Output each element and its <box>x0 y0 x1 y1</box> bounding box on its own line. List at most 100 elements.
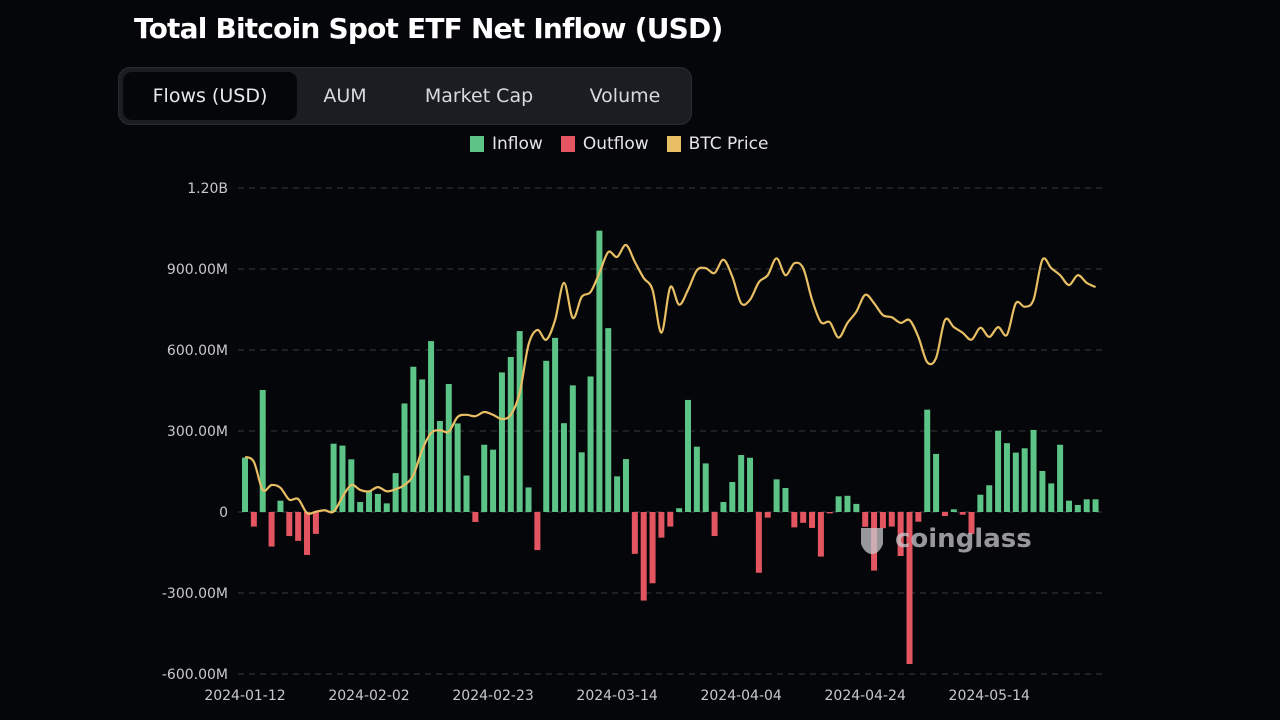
tab-aum[interactable]: AUM <box>323 85 367 107</box>
inflow-bar <box>853 503 860 512</box>
tab-volume[interactable]: Volume <box>589 85 661 107</box>
y-tick-label: -600.00M <box>162 667 228 683</box>
inflow-bar <box>357 502 364 512</box>
inflow-bar <box>445 384 452 512</box>
outflow-bar <box>472 512 479 522</box>
legend-btc-price[interactable]: BTC Price <box>666 134 769 154</box>
legend-label: Outflow <box>582 134 649 154</box>
inflow-bar <box>685 399 691 512</box>
tab-market-cap[interactable]: Market Cap <box>424 85 534 107</box>
inflow-bar <box>1021 448 1028 512</box>
outflow-bar <box>711 512 718 537</box>
outflow-bar <box>286 512 293 537</box>
y-tick-label: 900.00M <box>167 262 228 278</box>
inflow-bar <box>1092 499 1099 512</box>
inflow-bar <box>720 502 727 512</box>
x-tick-label: 2024-02-02 <box>328 688 409 704</box>
outflow-bar <box>667 512 674 527</box>
inflow-bar <box>702 463 709 512</box>
inflow-bar <box>738 455 745 512</box>
y-tick-label: 0 <box>219 505 228 521</box>
outflow-bar <box>649 512 656 584</box>
tab-flows-usd[interactable]: Flows (USD) <box>123 72 297 120</box>
page-title: Total Bitcoin Spot ETF Net Inflow (USD) <box>134 12 723 45</box>
inflow-bar <box>242 457 248 512</box>
outflow-bar <box>800 512 807 523</box>
outflow-bar <box>791 512 798 528</box>
outflow-bar <box>862 512 869 527</box>
outflow-bar <box>250 512 257 527</box>
inflow-bar <box>410 366 417 512</box>
legend-outflow[interactable]: Outflow <box>560 134 649 154</box>
y-tick-label: 1.20B <box>187 181 228 197</box>
coinglass-logo-icon <box>861 528 883 554</box>
inflow-bar <box>525 487 532 512</box>
coinglass-watermark: coinglass <box>855 520 1032 558</box>
inflow-bar <box>614 476 621 512</box>
inflow-bar <box>507 357 514 512</box>
inflow-bar <box>569 385 576 512</box>
inflow-bar <box>1083 499 1090 512</box>
inflow-bar <box>587 376 594 512</box>
inflow-bar <box>516 331 523 512</box>
x-tick-label: 2024-03-14 <box>576 688 657 704</box>
watermark-text: coinglass <box>895 524 1032 554</box>
inflow-bar <box>747 457 754 512</box>
outflow-bar <box>268 512 275 547</box>
inflow-swatch <box>470 136 484 152</box>
outflow-bar <box>764 512 771 518</box>
inflow-bar <box>428 341 435 512</box>
y-tick-label: 300.00M <box>167 424 228 440</box>
inflow-bar <box>392 473 399 512</box>
inflow-bar <box>1030 429 1037 512</box>
inflow-bar <box>339 445 346 512</box>
inflow-bar <box>383 503 390 512</box>
outflow-bar <box>906 512 913 665</box>
y-tick-label: -300.00M <box>162 586 228 602</box>
inflow-bar <box>1057 444 1064 512</box>
outflow-bar <box>755 512 762 573</box>
inflow-bar <box>773 479 780 512</box>
legend-label: BTC Price <box>688 134 769 154</box>
inflow-bar <box>1065 500 1072 512</box>
inflow-bar <box>436 421 443 512</box>
inflow-bar <box>1074 504 1081 512</box>
inflow-bar <box>933 453 940 512</box>
outflow-bar <box>631 512 638 554</box>
inflow-bar <box>995 430 1002 512</box>
outflow-bar <box>968 512 975 534</box>
outflow-bar <box>809 512 816 528</box>
inflow-bar <box>419 379 426 512</box>
y-tick-label: 600.00M <box>167 343 228 359</box>
inflow-bar <box>844 495 851 512</box>
inflow-bar <box>693 446 700 512</box>
inflow-bar <box>374 493 381 512</box>
outflow-bar <box>534 512 541 551</box>
btc-price-swatch <box>666 136 681 152</box>
inflow-bar <box>454 423 461 512</box>
outflow-bar <box>897 512 904 557</box>
inflow-bar <box>481 444 488 512</box>
outflow-swatch <box>560 136 575 152</box>
inflow-bar <box>543 360 550 512</box>
outflow-bar <box>879 512 886 529</box>
outflow-bar <box>959 512 966 515</box>
inflow-bar <box>1012 452 1019 512</box>
inflow-bar <box>950 509 957 512</box>
x-tick-label: 2024-05-14 <box>949 688 1030 704</box>
outflow-bar <box>888 512 895 527</box>
x-tick-label: 2024-02-23 <box>452 688 533 704</box>
outflow-bar <box>295 512 302 541</box>
inflow-bar <box>330 443 337 512</box>
inflow-bar <box>498 372 505 512</box>
inflow-bar <box>622 459 629 512</box>
x-tick-label: 2024-04-24 <box>825 688 906 704</box>
outflow-bar <box>312 512 319 534</box>
inflow-bar <box>1039 470 1046 512</box>
legend-inflow[interactable]: Inflow <box>470 134 543 154</box>
x-tick-label: 2024-01-12 <box>204 688 285 704</box>
inflow-bar <box>729 482 736 512</box>
outflow-bar <box>915 512 922 522</box>
inflow-bar <box>259 389 266 512</box>
btc-price-line <box>244 243 1097 515</box>
